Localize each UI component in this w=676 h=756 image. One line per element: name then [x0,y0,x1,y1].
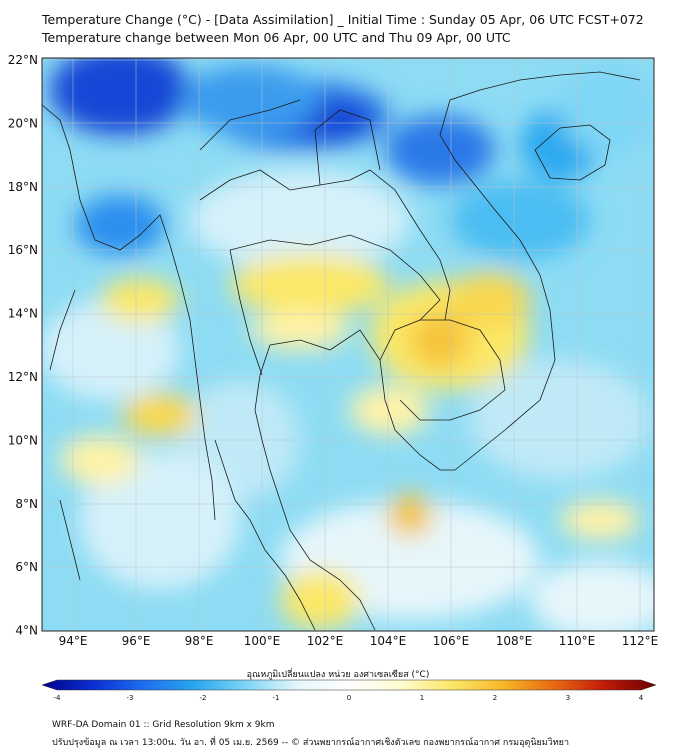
lon-label: 104°E [370,634,407,648]
lon-label: 94°E [59,634,88,648]
colorbar-tick: -4 [54,694,62,702]
lat-label: 22°N [8,53,38,67]
lon-label: 96°E [122,634,151,648]
lat-label: 12°N [8,370,38,384]
colorbar-tick: 3 [566,694,570,702]
lon-label: 112°E [622,634,659,648]
lat-label: 20°N [8,116,38,130]
lon-label: 102°E [307,634,344,648]
lat-label: 14°N [8,307,38,321]
temperature-field [42,58,654,631]
lon-label: 100°E [244,634,281,648]
colorbar-tick: 1 [420,694,424,702]
colorbar-title: อุณหภูมิเปลี่ยนแปลง หน่วย องศาเซลเซียส (… [246,670,430,680]
footer-model-info: WRF-DA Domain 01 :: Grid Resolution 9km … [52,720,275,730]
footer-credit: ปรับปรุงข้อมูล ณ เวลา 13:00น. วัน อา. ที… [52,738,570,748]
colorbar-tick: 4 [639,694,644,702]
colorbar: -4 -3 -2 -1 0 1 2 3 4 [41,679,657,702]
colorbar-tick: 2 [493,694,497,702]
coastlines [42,71,641,631]
lon-label: 106°E [433,634,470,648]
map-title: Temperature Change (°C) - [Data Assimila… [42,12,644,27]
lat-label: 4°N [15,624,38,638]
colorbar-tick: -3 [127,694,134,702]
lat-label: 6°N [15,560,38,574]
lat-label: 18°N [8,180,38,194]
lon-label: 108°E [496,634,533,648]
colorbar-tick: -1 [273,694,280,702]
colorbar-tick: 0 [347,694,351,702]
map-frame [41,57,655,632]
latitude-labels: 22°N 20°N 18°N 16°N 14°N 12°N 10°N 8°N 6°N 4°N [8,53,38,638]
lon-label: 110°E [559,634,596,648]
map-subtitle: Temperature change between Mon 06 Apr, 0… [42,30,511,45]
longitude-labels: 94°E 96°E 98°E 100°E 102°E 104°E 106°E 108°E 110… [59,634,659,648]
colorbar-tick: -2 [200,694,207,702]
lon-label: 98°E [185,634,214,648]
lat-label: 8°N [15,497,38,511]
lat-label: 10°N [8,433,38,447]
lat-label: 16°N [8,243,38,257]
